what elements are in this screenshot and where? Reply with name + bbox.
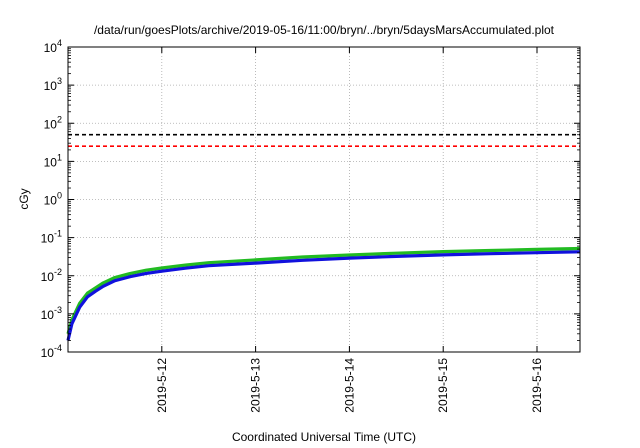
y-tick-label: 10-1 (41, 229, 62, 246)
y-tick-label: 10-3 (41, 305, 62, 322)
x-tick-labels: 2019-5-12 2019-5-13 2019-5-14 2019-5-15 2019… (155, 358, 544, 413)
chart-title: /data/run/goesPlots/archive/2019-05-16/1… (94, 23, 555, 37)
x-tick-label: 2019-5-15 (436, 358, 450, 413)
x-tick-label: 2019-5-13 (249, 358, 263, 413)
x-tick-label: 2019-5-12 (155, 358, 169, 413)
x-tick-label: 2019-5-14 (342, 358, 356, 413)
y-tick-label: 100 (44, 191, 62, 208)
reference-lines (68, 133, 580, 148)
x-tick-label: 2019-5-16 (530, 358, 544, 413)
y-tick-label: 10-4 (41, 343, 62, 360)
grid (68, 47, 580, 352)
y-axis-label: cGy (17, 188, 31, 209)
series-line-blue (66, 250, 581, 341)
y-tick-label: 104 (44, 38, 62, 55)
ticks (68, 46, 580, 353)
series-lines (66, 246, 581, 341)
y-tick-label: 103 (44, 76, 62, 93)
y-tick-label: 101 (44, 152, 62, 169)
series-line-green (66, 246, 581, 335)
y-tick-label: 102 (44, 114, 62, 131)
y-tick-label: 10-2 (41, 267, 62, 284)
y-tick-labels: 10-4 10-3 10-2 10-1 100 101 102 103 104 (41, 38, 62, 360)
x-axis-label: Coordinated Universal Time (UTC) (232, 430, 416, 444)
